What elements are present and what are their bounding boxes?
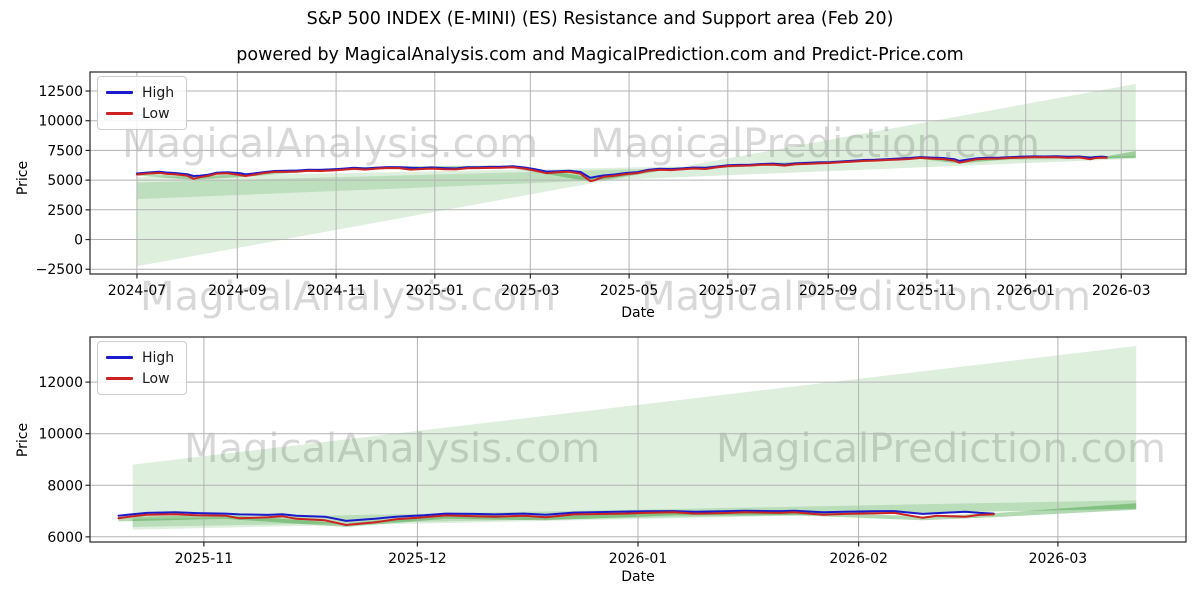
bands-layer	[118, 346, 1137, 530]
legend-top: High Low	[97, 76, 188, 130]
grid-layer	[90, 337, 1186, 542]
series-layer	[117, 509, 995, 526]
bands-layer	[136, 83, 1136, 267]
x-tick-label: 2025-07	[699, 283, 758, 299]
band-near-line-band	[118, 503, 1137, 527]
ticks-layer: 2024-07 2024-09 2024-11 2025-01 2025-03 2025-…	[36, 84, 1151, 299]
x-axis-label-top: Date	[621, 305, 655, 321]
y-tick-label: 5000	[47, 173, 83, 189]
band-mid-support-band	[136, 155, 1136, 200]
legend-label-high: High	[142, 84, 175, 101]
series-layer	[135, 155, 1108, 183]
y-axis-label-top: Price	[15, 160, 31, 196]
band-support-resistance-cone	[136, 83, 1136, 267]
y-tick-label: 0	[74, 233, 83, 249]
y-tick-label: 6000	[47, 530, 83, 546]
legend-label-low: Low	[142, 370, 170, 387]
x-tick-label: 2025-03	[501, 283, 560, 299]
legend-label-high: High	[142, 349, 175, 366]
chart-title: S&P 500 INDEX (E-MINI) (ES) Resistance a…	[306, 9, 894, 29]
x-tick-label: 2025-09	[799, 283, 858, 299]
x-tick-label: 2026-03	[1092, 283, 1151, 299]
legend-item-low: Low	[106, 368, 174, 389]
high-line-swatch	[106, 91, 133, 94]
x-tick-label: 2025-05	[600, 283, 659, 299]
series-line-low	[117, 511, 995, 526]
y-tick-label: 8000	[47, 478, 83, 494]
legend-item-high: High	[106, 347, 174, 368]
legend-item-high: High	[106, 82, 174, 103]
x-tick-label: 2026-03	[1029, 551, 1088, 567]
grid-layer	[90, 72, 1186, 274]
ticks-layer: 2025-11 2025-12 2026-01 2026-02 2026-03 6000 8…	[38, 375, 1087, 567]
y-tick-label: 10000	[38, 114, 83, 130]
x-tick-label: 2025-01	[406, 283, 465, 299]
y-tick-label: 2500	[47, 203, 83, 219]
plot-border	[89, 71, 1187, 275]
x-tick-label: 2024-07	[108, 283, 167, 299]
x-tick-label: 2026-02	[829, 551, 888, 567]
x-tick-label: 2025-12	[388, 551, 447, 567]
y-tick-label: −2500	[36, 262, 83, 278]
x-tick-label: 2024-09	[208, 283, 267, 299]
y-axis-label-bottom: Price	[15, 422, 31, 458]
series-line-low	[135, 156, 1108, 183]
legend-label-low: Low	[142, 105, 170, 122]
y-tick-label: 12000	[38, 375, 83, 391]
chart-subtitle: powered by MagicalAnalysis.com and Magic…	[236, 45, 964, 65]
y-tick-label: 7500	[47, 143, 83, 159]
low-line-swatch	[106, 112, 133, 115]
x-axis-label-bottom: Date	[621, 569, 655, 585]
x-tick-label: 2025-11	[175, 551, 234, 567]
x-tick-label: 2024-11	[307, 283, 366, 299]
legend-bottom: High Low	[97, 341, 188, 395]
series-line-high	[117, 509, 995, 522]
legend-item-low: Low	[106, 103, 174, 124]
x-tick-label: 2025-11	[898, 283, 957, 299]
low-line-swatch	[106, 377, 133, 380]
band-support-resistance-cone	[132, 346, 1137, 530]
y-tick-label: 10000	[38, 427, 83, 443]
y-tick-label: 12500	[38, 84, 83, 100]
x-tick-label: 2026-01	[609, 551, 668, 567]
x-tick-label: 2026-01	[996, 283, 1055, 299]
high-line-swatch	[106, 356, 133, 359]
